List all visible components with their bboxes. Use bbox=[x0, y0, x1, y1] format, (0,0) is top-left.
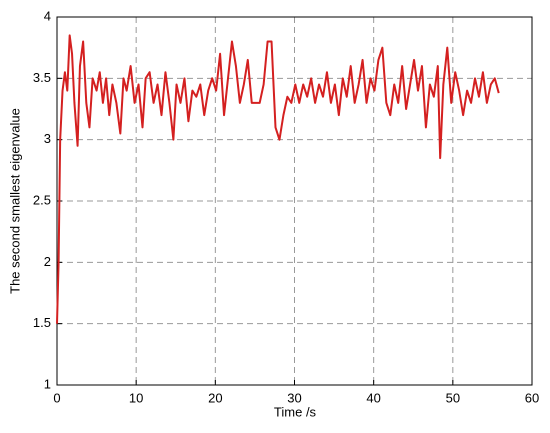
y-tick-label: 4 bbox=[44, 8, 51, 23]
plot-frame bbox=[56, 16, 533, 386]
y-tick-label: 1.5 bbox=[33, 315, 51, 330]
y-tick-label: 1 bbox=[44, 376, 51, 391]
x-axis-label: Time /s bbox=[274, 404, 317, 419]
y-tick-label: 2 bbox=[44, 254, 51, 269]
x-tick-label: 50 bbox=[446, 390, 460, 405]
y-tick-label: 3.5 bbox=[33, 70, 51, 85]
y-tick-label: 3 bbox=[44, 131, 51, 146]
x-tick-label: 60 bbox=[525, 390, 539, 405]
x-tick-label: 10 bbox=[129, 390, 143, 405]
x-tick-label: 0 bbox=[53, 390, 60, 405]
x-tick-label: 40 bbox=[366, 390, 380, 405]
y-tick-label: 2.5 bbox=[33, 192, 51, 207]
x-tick-label: 30 bbox=[287, 390, 301, 405]
x-tick-label: 20 bbox=[208, 390, 222, 405]
y-axis-label: The second smallest eigenvalue bbox=[7, 108, 22, 294]
data-line bbox=[56, 34, 500, 324]
